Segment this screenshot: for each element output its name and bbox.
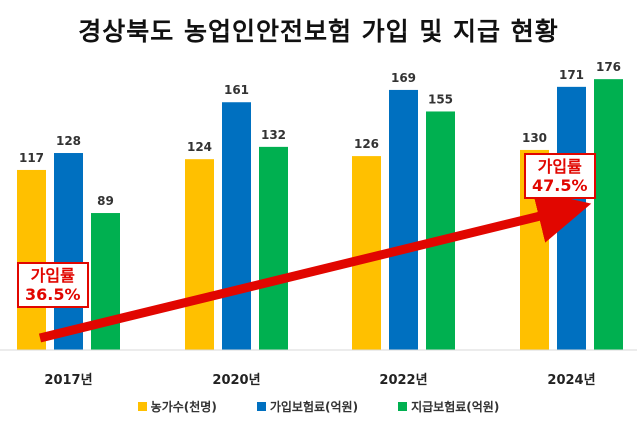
bar-farm-households-2017- — [17, 169, 46, 350]
legend-label-payouts: 지급보험료(억원) — [411, 400, 500, 414]
legend: 농가수(천명) 가입보험료(억원) 지급보험료(억원) — [0, 398, 637, 415]
data-label-farm-households-2017-: 117 — [19, 151, 44, 165]
bar-payouts-2017- — [91, 213, 120, 350]
rate-label-2024-title: 가입률 — [537, 157, 582, 176]
trend-arrow — [38, 190, 592, 343]
data-label-premiums-2020-: 161 — [224, 83, 249, 97]
data-label-payouts-2017-: 89 — [97, 194, 114, 208]
data-label-premiums-2024-: 171 — [559, 68, 584, 82]
chart-title: 경상북도 농업인안전보험 가입 및 지급 현황 — [78, 17, 559, 46]
legend-label-farm-households: 농가수(천명) — [150, 400, 217, 414]
rate-label-2024-value: 47.5% — [532, 176, 588, 195]
data-label-premiums-2017-: 128 — [56, 134, 81, 148]
data-label-farm-households-2020-: 124 — [187, 140, 212, 154]
data-label-payouts-2024-: 176 — [596, 60, 621, 74]
x-tick-label-2022-: 2022년 — [379, 373, 427, 388]
legend-label-premiums: 가입보험료(억원) — [269, 400, 359, 414]
bar-payouts-2020- — [259, 146, 288, 350]
x-ticks-layer: 2017년 2020년 2022년 2024년 — [44, 373, 595, 388]
bar-farm-households-2020- — [185, 159, 214, 350]
bar-premiums-2024- — [557, 86, 586, 350]
data-label-payouts-2022-: 155 — [428, 92, 453, 106]
data-label-payouts-2020-: 132 — [261, 128, 286, 142]
legend-item-farm-households: 농가수(천명) — [137, 398, 217, 415]
bar-payouts-2024- — [594, 79, 623, 351]
legend-swatch-farm-households — [137, 402, 147, 411]
legend-item-payouts: 지급보험료(억원) — [398, 398, 499, 415]
legend-swatch-premiums — [256, 402, 266, 411]
data-label-farm-households-2022-: 126 — [354, 137, 379, 151]
bar-premiums-2022- — [389, 89, 418, 350]
bar-premiums-2017- — [54, 153, 83, 350]
data-label-premiums-2022-: 169 — [391, 71, 416, 85]
bar-payouts-2022- — [426, 111, 455, 350]
rate-label-2024: 가입률 47.5% — [524, 153, 596, 199]
legend-swatch-payouts — [398, 402, 408, 411]
x-tick-label-2017-: 2017년 — [44, 373, 92, 388]
x-tick-label-2024-: 2024년 — [547, 373, 595, 388]
rate-label-2017-value: 36.5% — [25, 285, 81, 304]
data-label-farm-households-2024-: 130 — [522, 131, 547, 145]
x-tick-label-2020-: 2020년 — [212, 373, 260, 388]
rate-label-2017-title: 가입률 — [30, 266, 75, 285]
bars-layer: 117 128 89 124 161 132 126 169 155 130 171 176 — [17, 60, 623, 351]
legend-item-premiums: 가입보험료(억원) — [256, 398, 359, 415]
bar-premiums-2020- — [222, 102, 251, 350]
rate-label-2017: 가입률 36.5% — [17, 262, 89, 308]
